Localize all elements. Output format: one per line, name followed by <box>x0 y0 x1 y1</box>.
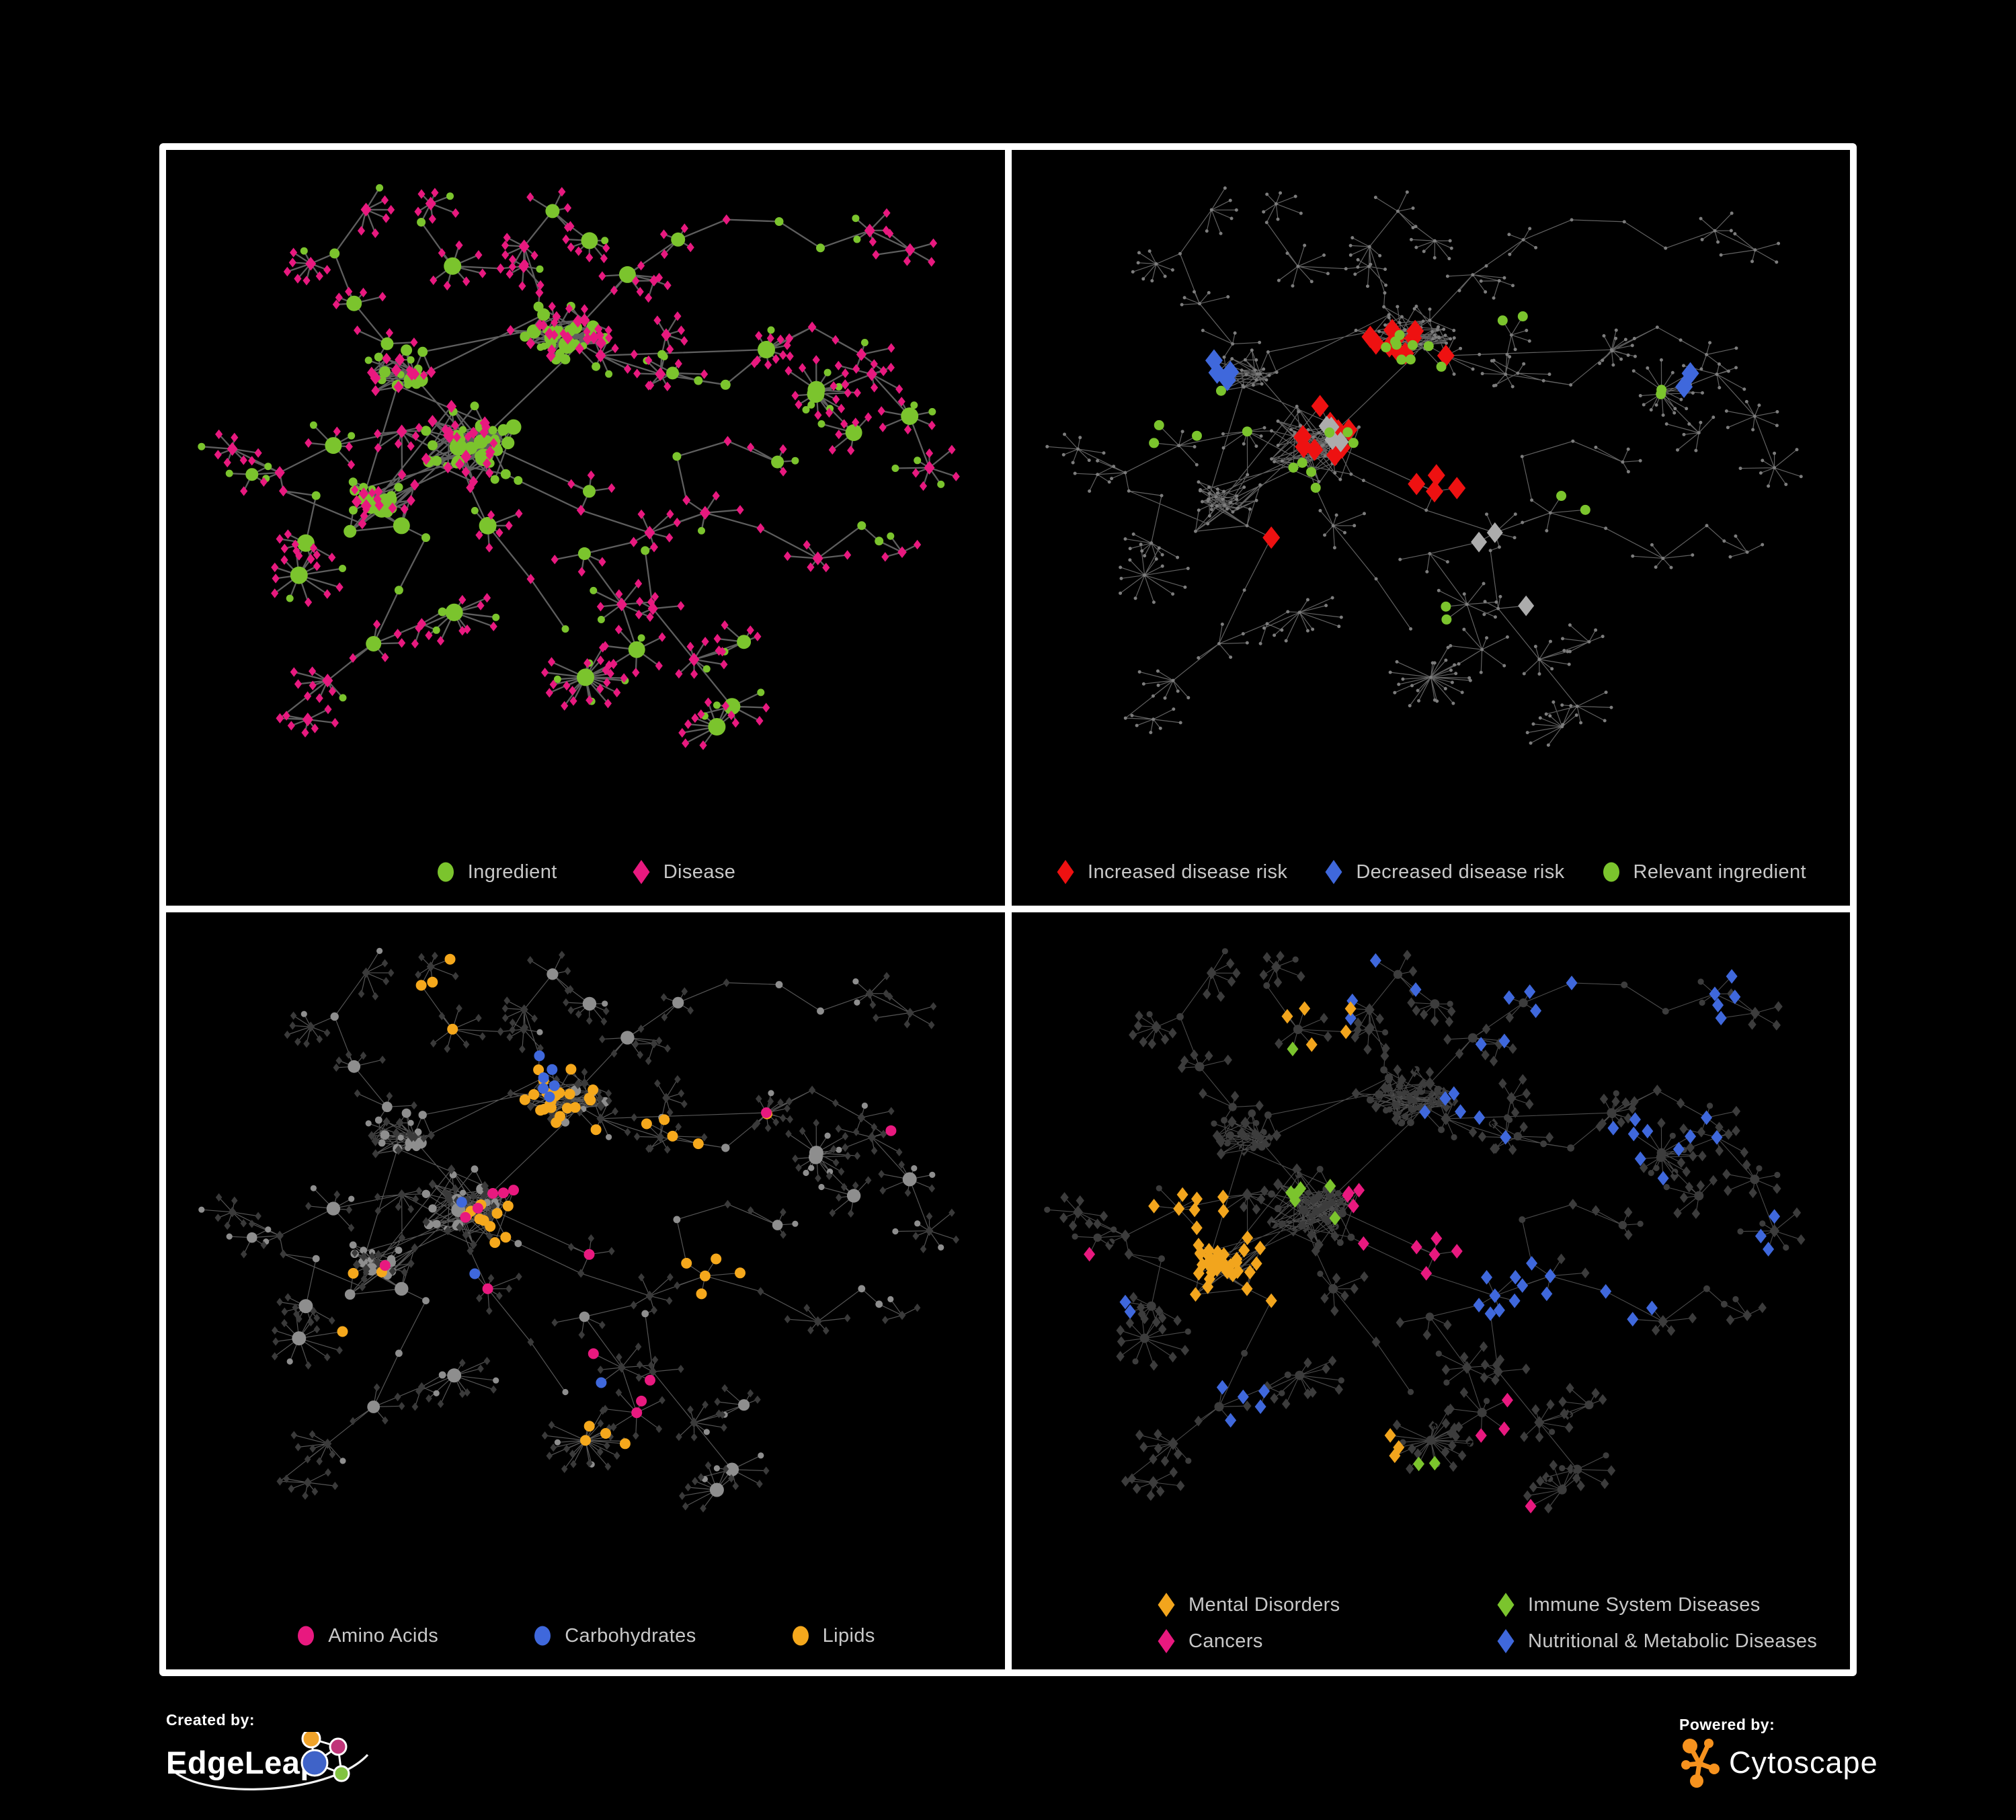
powered-by-block: Powered by: Cytoscape <box>1679 1716 1962 1803</box>
legend-item-increased-disease-risk: Increased disease risk <box>1055 859 1287 885</box>
network-highlight-nodes <box>1148 1001 1405 1464</box>
legend-label: Carbohydrates <box>565 1624 696 1647</box>
legend-item-lipids: Lipids <box>791 1622 875 1649</box>
legend-item-carbohydrates: Carbohydrates <box>532 1622 696 1649</box>
legend-circle-icon <box>1603 862 1619 882</box>
legend-diamond-icon <box>1325 860 1342 884</box>
legend-item-immune-system-diseases: Immune System Diseases <box>1496 1591 1761 1618</box>
legend-diamond-icon <box>1158 1593 1175 1617</box>
legend-row: Cancers Nutritional & Metabolic Diseases <box>1156 1628 1817 1655</box>
legend-label: Decreased disease risk <box>1356 861 1565 883</box>
network-nodes <box>198 947 944 1497</box>
legend-circle-icon <box>792 1626 809 1646</box>
edgeleap-logo: EdgeLeap <box>166 1732 369 1790</box>
legend-circle-icon <box>534 1626 551 1646</box>
legend-label: Lipids <box>822 1624 875 1647</box>
legend-item-decreased-disease-risk: Decreased disease risk <box>1324 859 1564 885</box>
legend-label: Increased disease risk <box>1087 861 1288 883</box>
edgeleap-node-icon <box>300 1732 350 1782</box>
legend-nutrient-classes: Amino Acids Carbohydrates Lipids <box>166 1622 1005 1649</box>
network-graph-disease-risk <box>1045 186 1803 747</box>
legend-diamond-icon <box>1497 1629 1515 1653</box>
panel-ingredient-disease: Ingredient Disease <box>166 150 1005 906</box>
network-edges <box>1047 188 1802 746</box>
legend-label: Nutritional & Metabolic Diseases <box>1528 1630 1818 1652</box>
panel-disease-risk: Increased disease risk Decreased disease … <box>1012 150 1850 906</box>
legend-label: Cancers <box>1188 1630 1263 1652</box>
cytoscape-wordmark: Cytoscape <box>1729 1745 1878 1780</box>
legend-label: Mental Disorders <box>1188 1593 1340 1616</box>
powered-by-label: Powered by: <box>1679 1716 1775 1733</box>
edgeleap-wordmark: EdgeLeap <box>166 1745 320 1780</box>
legend-label: Disease <box>663 861 736 883</box>
network-nodes <box>198 184 945 736</box>
legend-item-nutritional-metabolic-diseases: Nutritional & Metabolic Diseases <box>1496 1628 1817 1655</box>
legend-item-amino-acids: Amino Acids <box>296 1622 438 1649</box>
legend-circle-icon <box>437 862 454 882</box>
legend-label: Immune System Diseases <box>1528 1593 1761 1616</box>
network-edges <box>201 187 957 746</box>
network-highlight-nodes <box>1262 319 1466 549</box>
legend-item-mental-disorders: Mental Disorders <box>1156 1591 1496 1618</box>
network-highlight-nodes <box>1149 311 1667 625</box>
legend-diamond-icon <box>633 860 650 884</box>
legend-ingredient-disease: Ingredient Disease <box>166 859 1005 885</box>
legend-diamond-icon <box>1497 1593 1515 1617</box>
created-by-label: Created by: <box>166 1711 255 1729</box>
legend-label: Ingredient <box>467 861 557 883</box>
legend-diamond-icon <box>1057 860 1074 884</box>
legend-item-relevant-ingredient: Relevant ingredient <box>1601 859 1806 885</box>
network-graph-ingredient-disease <box>198 184 960 750</box>
network-edges <box>1047 951 1802 1509</box>
network-graph-nutrient-classes <box>198 947 959 1513</box>
legend-label: Amino Acids <box>328 1624 439 1647</box>
figure-frame: Ingredient Disease Increased disease risk… <box>159 143 1857 1676</box>
cytoscape-logo-icon <box>1681 1739 1720 1788</box>
legend-item-cancers: Cancers <box>1156 1628 1496 1655</box>
legend-disease-classes: Mental Disorders Immune System Diseases Ca… <box>1156 1591 1817 1655</box>
panel-disease-classes: Mental Disorders Immune System Diseases Ca… <box>1012 912 1850 1669</box>
legend-label: Relevant ingredient <box>1633 861 1807 883</box>
legend-item-disease: Disease <box>631 859 736 885</box>
network-nodes <box>214 187 960 750</box>
legend-item-ingredient: Ingredient <box>436 859 557 885</box>
created-by-block: Created by: EdgeLeap <box>166 1711 448 1805</box>
legend-circle-icon <box>298 1626 315 1646</box>
network-nodes <box>1044 948 1806 1514</box>
legend-disease-risk: Increased disease risk Decreased disease … <box>1012 859 1850 885</box>
legend-row: Mental Disorders Immune System Diseases <box>1156 1591 1761 1618</box>
network-edges <box>201 951 957 1509</box>
panel-nutrient-classes: Amino Acids Carbohydrates Lipids <box>166 912 1005 1669</box>
network-nodes <box>1045 186 1803 747</box>
network-highlight-nodes <box>337 953 772 1450</box>
network-graph-disease-classes <box>1044 948 1806 1514</box>
legend-diamond-icon <box>1158 1629 1175 1653</box>
network-highlight-nodes <box>1318 416 1535 617</box>
